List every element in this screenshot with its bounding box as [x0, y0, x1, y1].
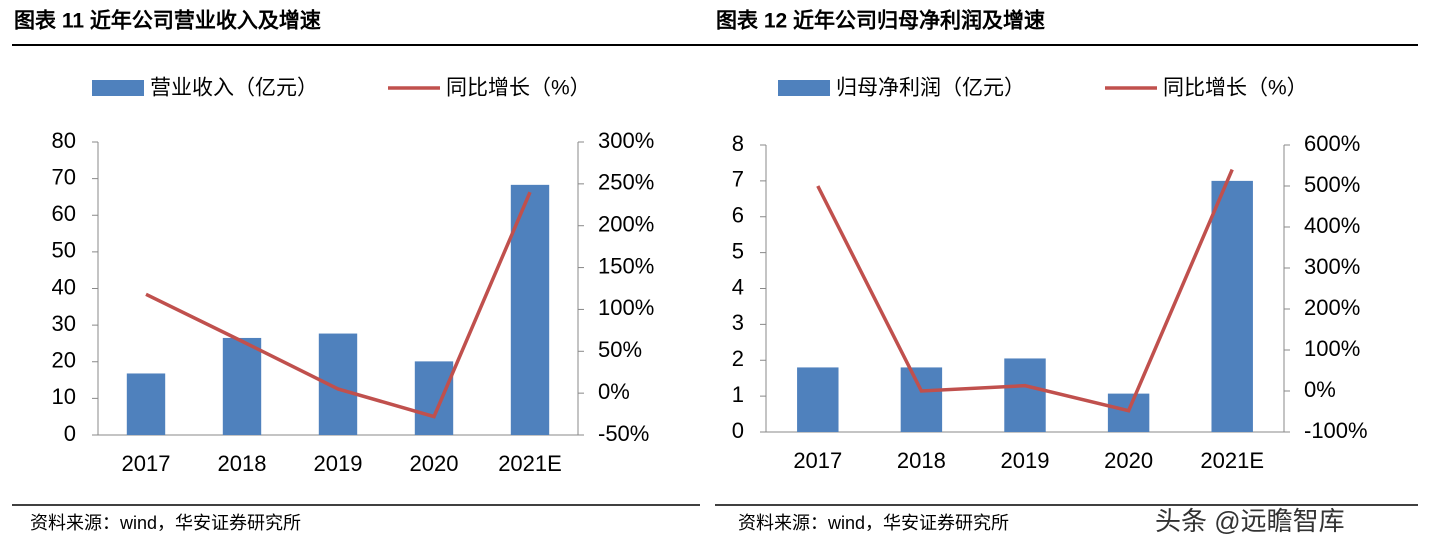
y-tick-label: 70 — [52, 164, 76, 189]
x-tick-label: 2021E — [498, 451, 562, 476]
y-tick-label: 20 — [52, 348, 76, 373]
y2-tick-label: 500% — [1304, 172, 1360, 197]
source: 资料来源：wind，华安证券研究所 — [738, 513, 1009, 533]
legend-label: 同比增长（%） — [1163, 77, 1308, 100]
y2-tick-label: 0% — [598, 379, 630, 404]
chart-title: 图表 11 近年公司营业收入及增速 — [14, 9, 321, 33]
y2-tick-label: 300% — [1304, 254, 1360, 279]
bar — [222, 337, 262, 435]
bar — [900, 367, 943, 432]
y2-tick-label: 0% — [1304, 377, 1336, 402]
y-tick-label: 6 — [732, 203, 744, 228]
x-tick-label: 2018 — [218, 451, 267, 476]
y2-tick-label: 200% — [1304, 295, 1360, 320]
chart-title: 图表 12 近年公司归母净利润及增速 — [716, 9, 1045, 33]
bar — [1211, 180, 1253, 432]
y2-tick-label: -100% — [1304, 418, 1368, 443]
y2-tick-label: 250% — [598, 170, 654, 195]
x-tick-label: 2017 — [122, 451, 171, 476]
x-tick-label: 2017 — [793, 448, 842, 473]
x-tick-label: 2019 — [314, 451, 363, 476]
y-tick-label: 80 — [52, 128, 76, 153]
legend-swatch — [778, 80, 830, 96]
line — [145, 191, 532, 419]
x-tick-label: 2020 — [410, 451, 459, 476]
bar — [797, 367, 839, 432]
y-tick-label: 4 — [732, 274, 744, 299]
source: 资料来源：wind，华安证券研究所 — [30, 513, 301, 533]
y-tick-label: 50 — [52, 238, 76, 263]
bar — [126, 373, 166, 435]
bar — [318, 333, 358, 435]
y-tick-label: 8 — [732, 131, 744, 156]
bar — [1004, 358, 1046, 432]
y2-tick-label: -50% — [598, 421, 649, 446]
x-tick-label: 2020 — [1104, 448, 1153, 473]
y2-tick-label: 300% — [598, 128, 654, 153]
legend-label: 归母净利润（亿元） — [836, 77, 1025, 100]
legend-label: 营业收入（亿元） — [150, 77, 318, 100]
y-tick-label: 10 — [52, 384, 76, 409]
y-tick-label: 3 — [732, 310, 744, 335]
bar — [414, 361, 454, 435]
y2-tick-label: 200% — [598, 212, 654, 237]
x-tick-label: 2021E — [1200, 448, 1264, 473]
y-tick-label: 0 — [732, 418, 744, 443]
y-tick-label: 60 — [52, 201, 76, 226]
y2-tick-label: 100% — [598, 295, 654, 320]
y2-tick-label: 150% — [598, 253, 654, 278]
legend-label: 同比增长（%） — [446, 77, 591, 100]
y-tick-label: 2 — [732, 346, 744, 371]
y-tick-label: 30 — [52, 311, 76, 336]
y2-tick-label: 400% — [1304, 213, 1360, 238]
y2-tick-label: 50% — [598, 337, 642, 362]
y2-tick-label: 100% — [1304, 336, 1360, 361]
x-tick-label: 2018 — [897, 448, 946, 473]
y-tick-label: 0 — [64, 421, 76, 446]
watermark: 头条 @远瞻智库 — [1155, 506, 1345, 536]
line — [816, 168, 1234, 413]
y-tick-label: 5 — [732, 238, 744, 263]
y-tick-label: 7 — [732, 167, 744, 192]
x-tick-label: 2019 — [1001, 448, 1050, 473]
y2-tick-label: 600% — [1304, 131, 1360, 156]
y-tick-label: 40 — [52, 274, 76, 299]
bar — [1107, 393, 1150, 432]
legend-swatch — [92, 80, 144, 96]
y-tick-label: 1 — [732, 382, 744, 407]
